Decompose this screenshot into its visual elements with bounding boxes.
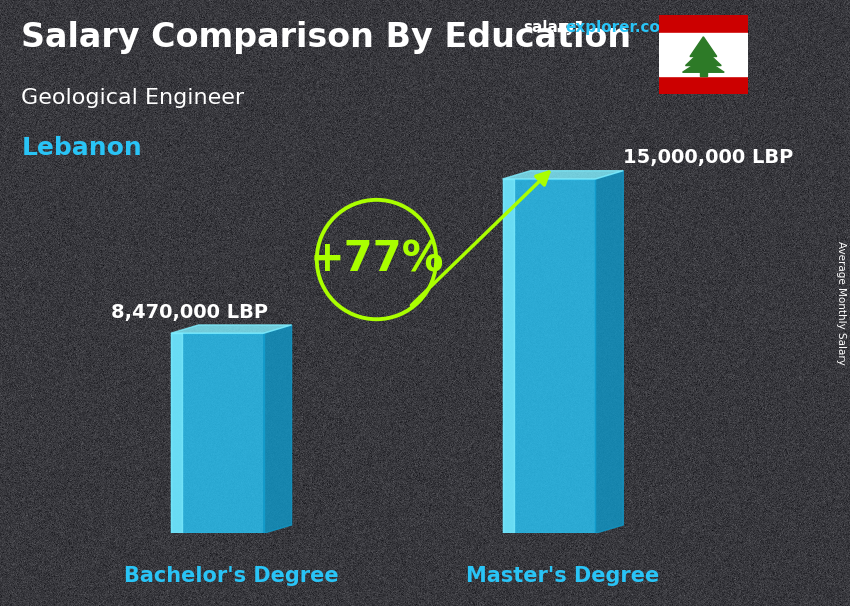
Polygon shape <box>685 48 721 65</box>
Text: 15,000,000 LBP: 15,000,000 LBP <box>623 148 794 167</box>
Polygon shape <box>502 171 623 179</box>
Bar <box>502 179 595 533</box>
Polygon shape <box>264 325 292 533</box>
Text: explorer.com: explorer.com <box>565 20 676 35</box>
Bar <box>502 179 513 533</box>
Polygon shape <box>683 59 724 72</box>
Polygon shape <box>690 37 717 56</box>
Text: +77%: +77% <box>309 239 444 281</box>
Text: Average Monthly Salary: Average Monthly Salary <box>836 241 846 365</box>
Text: Master's Degree: Master's Degree <box>467 565 660 585</box>
Bar <box>659 33 748 76</box>
Text: Lebanon: Lebanon <box>21 136 142 161</box>
Bar <box>659 15 748 33</box>
Bar <box>171 333 182 533</box>
Bar <box>659 76 748 94</box>
Text: Geological Engineer: Geological Engineer <box>21 88 245 108</box>
Text: salary: salary <box>523 20 575 35</box>
Text: 8,470,000 LBP: 8,470,000 LBP <box>110 303 268 322</box>
Text: Bachelor's Degree: Bachelor's Degree <box>124 565 338 585</box>
Polygon shape <box>171 325 292 333</box>
Bar <box>700 70 707 76</box>
Text: Salary Comparison By Education: Salary Comparison By Education <box>21 21 632 54</box>
Bar <box>171 333 264 533</box>
Polygon shape <box>595 171 623 533</box>
